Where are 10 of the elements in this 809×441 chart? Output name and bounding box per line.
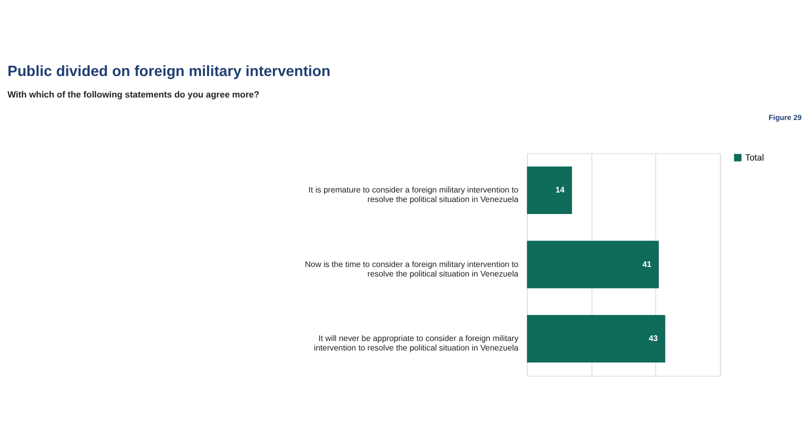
text: With which of the following statements do you agree more? [7, 90, 260, 100]
data-label: 41 [642, 260, 652, 269]
text: Public divided on foreign military intervention [7, 64, 330, 80]
caption: Figure 29 [768, 112, 802, 122]
y-tick-label: It is premature to consider a foreign military intervention to resolve the political situation in Venezuela [308, 186, 519, 204]
data-label: 43 [648, 334, 658, 343]
y-tick-label: Now is the time to consider a foreign military intervention to resolve the political situation in Venezuela [304, 260, 519, 278]
y-tick-label: It will never be appropriate to consider a foreign military intervention to resolve the political situation in Venezuela [314, 334, 520, 353]
legend-label: Total [745, 152, 764, 163]
data-label: 14 [555, 186, 566, 195]
